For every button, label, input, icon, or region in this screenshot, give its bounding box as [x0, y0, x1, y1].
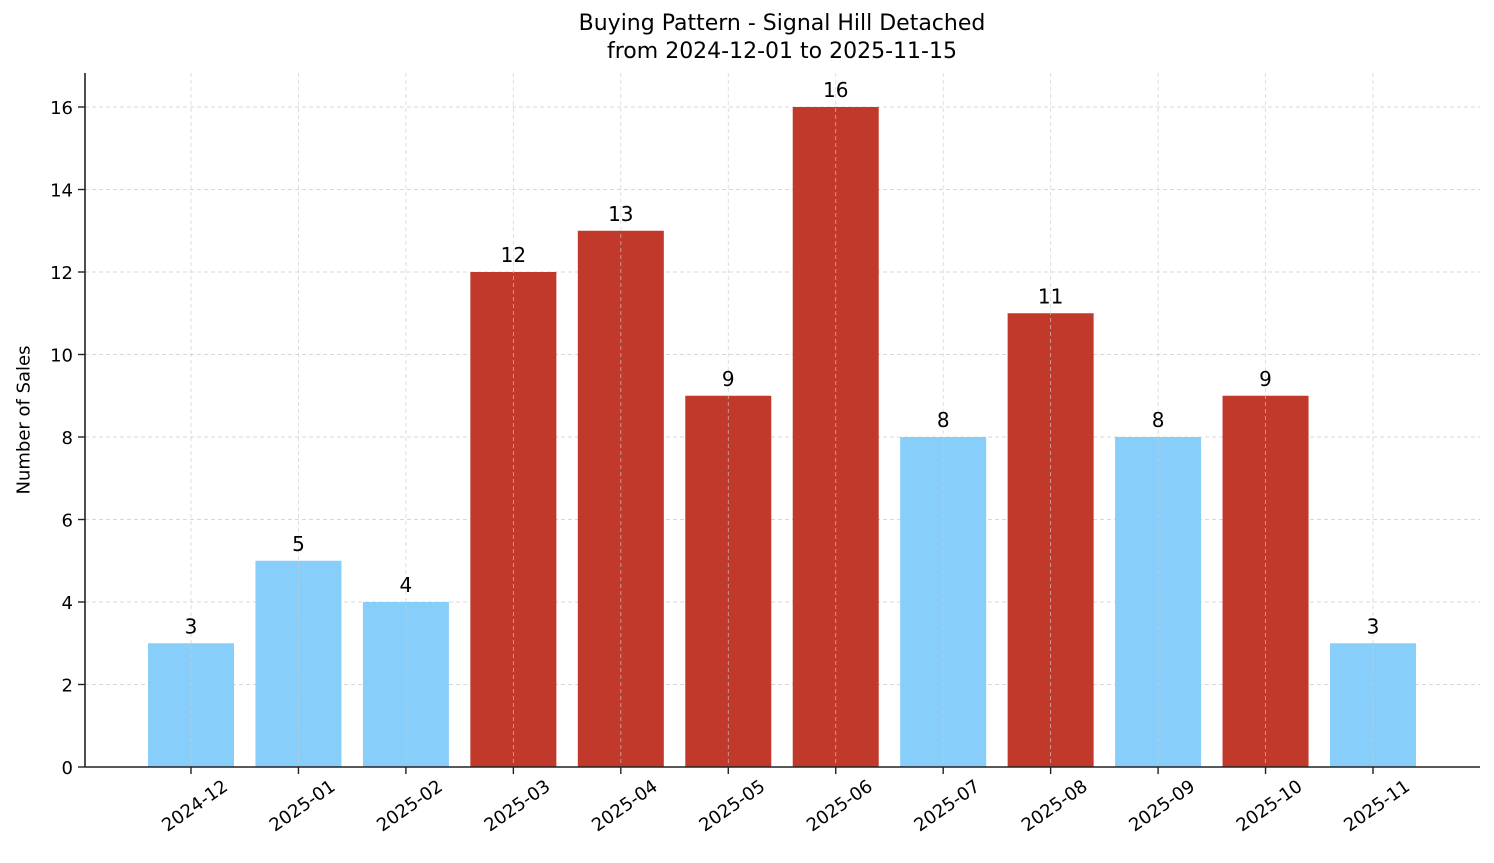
y-tick-label: 0	[62, 758, 73, 779]
bar-value-label: 3	[185, 614, 198, 638]
bar-value-label: 3	[1367, 614, 1380, 638]
x-tick-label: 2025-08	[1018, 776, 1092, 836]
bar-value-label: 16	[823, 78, 848, 102]
y-tick-label: 2	[62, 676, 73, 697]
chart-subtitle: from 2024-12-01 to 2025-11-15	[607, 39, 957, 64]
x-axis-ticks: 2024-12 2025-01 2025-02 2025-03 2025-04 2025-…	[158, 767, 1414, 836]
x-tick-label: 2025-07	[910, 776, 984, 836]
axes	[84, 73, 1480, 768]
x-tick-label: 2025-02	[373, 776, 447, 836]
bar-value-label: 8	[937, 408, 950, 432]
y-tick-label: 12	[50, 263, 73, 284]
x-tick-label: 2025-01	[266, 776, 340, 836]
chart-title-main: Buying Pattern - Signal Hill Detached	[578, 11, 986, 36]
bar-value-label: 12	[501, 243, 526, 267]
bar-value-label: 11	[1038, 284, 1063, 308]
y-tick-label: 8	[62, 428, 73, 449]
x-tick-label: 2025-03	[481, 776, 555, 836]
x-tick-label: 2024-12	[158, 776, 232, 836]
x-tick-label: 2025-04	[588, 776, 662, 836]
chart-title: Buying Pattern - Signal Hill Detached fr…	[0, 10, 1494, 66]
y-tick-label: 6	[62, 511, 73, 532]
bar-value-label: 8	[1152, 408, 1165, 432]
bar-value-label: 9	[1259, 367, 1272, 391]
y-tick-label: 16	[50, 98, 73, 119]
y-tick-label: 4	[62, 593, 73, 614]
x-tick-label: 2025-05	[695, 776, 769, 836]
bar-value-label: 4	[400, 573, 413, 597]
bar-value-label: 5	[292, 532, 305, 556]
x-tick-label: 2025-06	[803, 776, 877, 836]
x-tick-label: 2025-10	[1233, 776, 1307, 836]
y-tick-label: 10	[50, 346, 73, 367]
x-tick-label: 2025-09	[1125, 776, 1199, 836]
y-axis-ticks: 0 2 4 6 8 10 12 14 16	[50, 98, 85, 779]
bar-value-labels: 3 5 4 12 13 9 16 8 11 8 9 3	[185, 78, 1380, 638]
bar-value-label: 9	[722, 367, 735, 391]
grid-lines-vertical	[190, 73, 1374, 767]
y-tick-label: 14	[50, 181, 73, 202]
bar-value-label: 13	[608, 202, 633, 226]
x-tick-label: 2025-11	[1340, 776, 1414, 836]
